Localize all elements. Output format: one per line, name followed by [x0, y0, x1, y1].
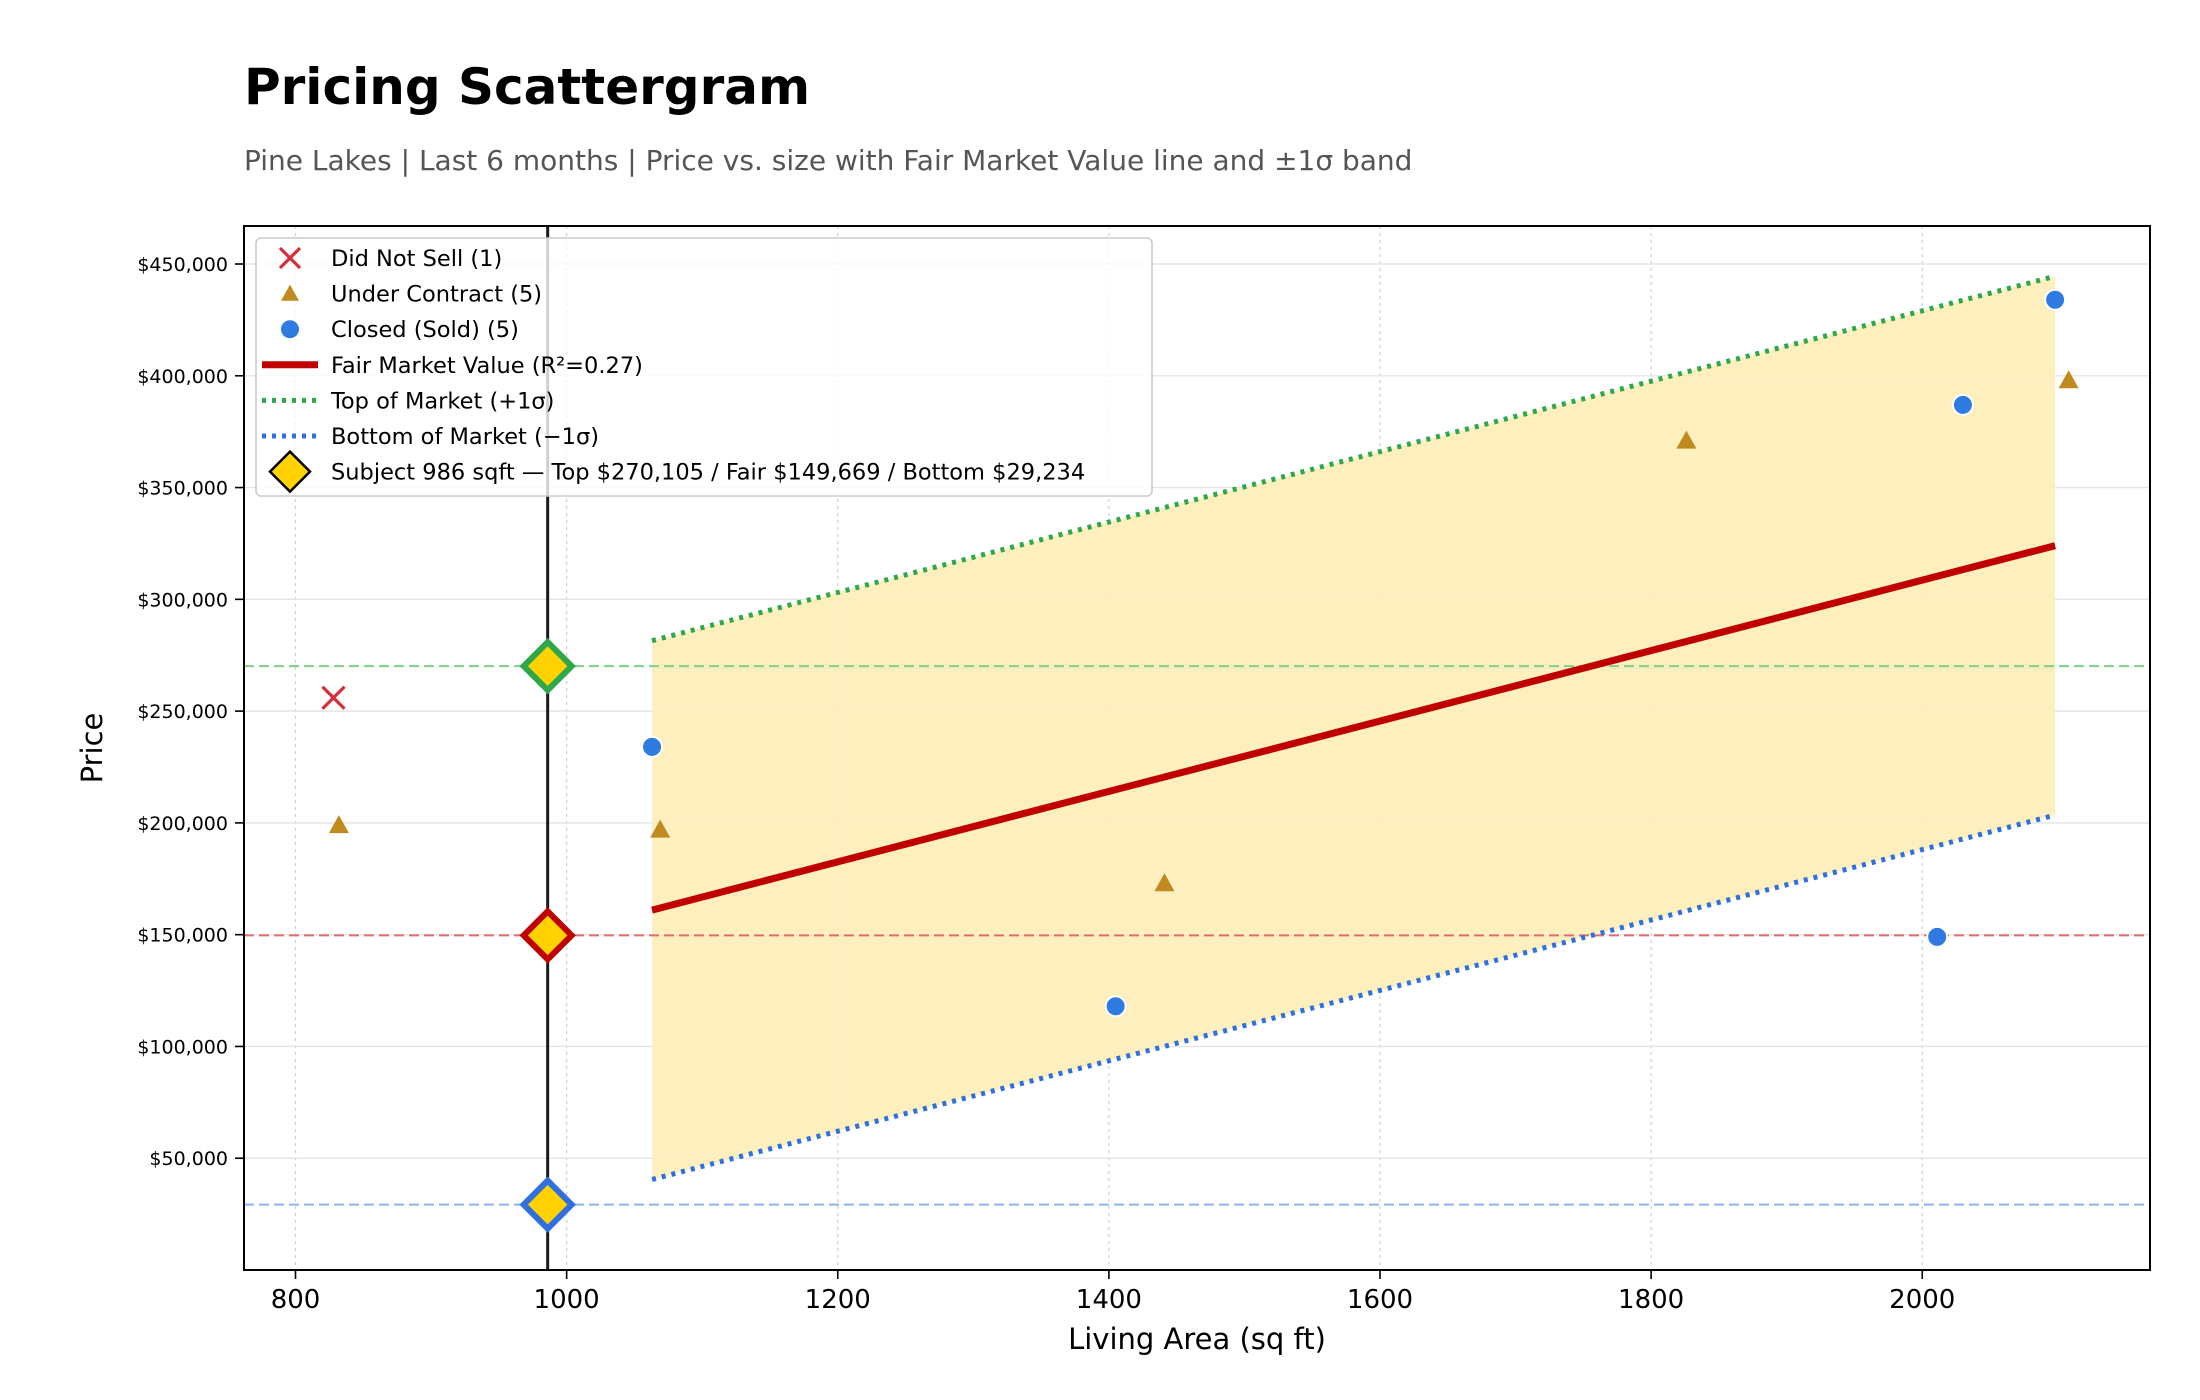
legend-box [255, 237, 1153, 497]
chart-title: Pricing Scattergram [244, 58, 811, 116]
x-tick-label: 1600 [1347, 1285, 1413, 1315]
under-contract-point [328, 815, 349, 834]
y-axis-label: Price [75, 713, 109, 784]
legend-under-contract-marker [281, 284, 299, 301]
legend-top-of-market-label: Top of Market (+1σ) [330, 388, 554, 414]
y-tick-label: $450,000 [137, 254, 228, 276]
legend-closed-marker [281, 320, 299, 339]
legend-subject-label: Subject 986 sqft — Top $270,105 / Fair $… [331, 460, 1085, 486]
legend-did-not-sell-marker [278, 246, 302, 270]
x-tick-label: 1000 [534, 1285, 600, 1315]
closed-point [1951, 393, 1974, 416]
y-tick-label: $50,000 [149, 1148, 228, 1170]
x-tick-label: 1200 [805, 1285, 871, 1315]
x-tick-label: 1400 [1076, 1285, 1142, 1315]
x-tick-label: 800 [271, 1285, 321, 1315]
legend-did-not-sell-label: Did Not Sell (1) [331, 246, 502, 272]
plot-frame [243, 225, 2151, 1271]
plot-area [244, 226, 2150, 1270]
subject-top-diamond [519, 637, 576, 695]
y-tick-label: $300,000 [137, 589, 228, 611]
under-contract-point [650, 819, 671, 838]
legend-closed-label: Closed (Sold) (5) [331, 317, 519, 343]
y-tick-label: $350,000 [137, 478, 228, 500]
y-tick-label: $400,000 [137, 366, 228, 388]
closed-point [641, 735, 664, 758]
y-tick-label: $250,000 [137, 701, 228, 723]
legend-fair-market-value-label: Fair Market Value (R²=0.27) [331, 353, 643, 379]
top-of-market-line [651, 273, 2056, 644]
closed-point [1104, 995, 1127, 1018]
y-tick-label: $200,000 [137, 813, 228, 835]
under-contract-point [1154, 873, 1175, 892]
x-tick-label: 2000 [1889, 1285, 1955, 1315]
y-tick-label: $150,000 [137, 925, 228, 947]
chart-subtitle: Pine Lakes | Last 6 months | Price vs. s… [244, 144, 1413, 177]
subject-bottom-diamond [519, 1176, 576, 1233]
closed-point [1926, 925, 1949, 948]
x-tick-label: 1800 [1618, 1285, 1684, 1315]
under-contract-point [2058, 370, 2079, 389]
legend-subject-marker [268, 449, 312, 494]
fair-market-value-line [651, 542, 2056, 914]
x-axis-label: Living Area (sq ft) [1068, 1322, 1326, 1356]
did-not-sell-point [321, 685, 346, 710]
legend: Did Not Sell (1) Under Contract (5) Closed… [255, 237, 1153, 497]
bottom-of-market-line [651, 812, 2056, 1182]
legend-under-contract-label: Under Contract (5) [331, 282, 542, 308]
under-contract-point [1676, 430, 1697, 449]
legend-bottom-of-market-label: Bottom of Market (−1σ) [331, 424, 599, 450]
closed-point [2044, 288, 2067, 311]
y-tick-label: $100,000 [137, 1036, 228, 1058]
subject-fair-diamond [519, 907, 576, 964]
